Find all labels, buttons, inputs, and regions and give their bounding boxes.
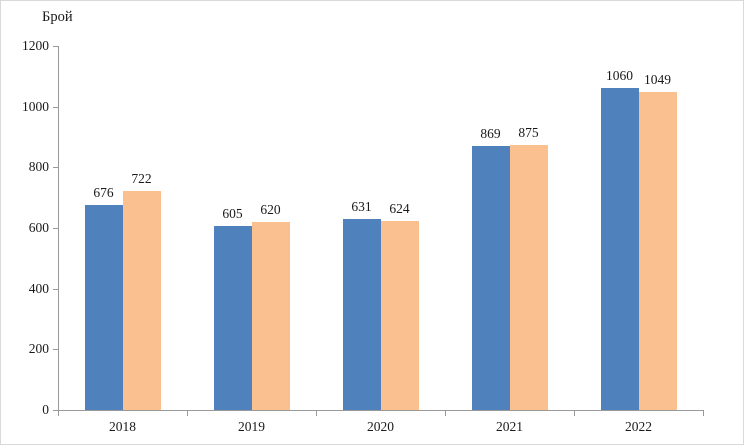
- bar-blue-2020: [342, 219, 381, 410]
- bar-orange-2018: [122, 191, 161, 410]
- y-tick-mark: [53, 288, 58, 290]
- y-tick-label: 600: [28, 220, 49, 235]
- x-tick-label: 2018: [109, 419, 136, 434]
- bar-value-label: 875: [518, 125, 539, 140]
- bar-value-label: 869: [480, 126, 501, 141]
- y-tick-mark: [53, 106, 58, 108]
- x-tick-label: 2019: [238, 419, 265, 434]
- bar-value-label: 1049: [644, 72, 671, 87]
- x-tick-mark: [58, 411, 59, 416]
- y-tick-mark: [53, 228, 58, 229]
- y-tick-mark: [53, 167, 58, 169]
- bar-blue-2022: [600, 88, 639, 410]
- y-tick-mark: [53, 349, 58, 351]
- bar-value-label: 631: [351, 199, 372, 214]
- bar-orange-2020: [380, 221, 419, 410]
- y-tick-label: 1000: [22, 98, 49, 114]
- bar-value-label: 620: [260, 202, 281, 217]
- y-tick-label: 0: [42, 402, 49, 417]
- bar-value-label: 676: [93, 185, 114, 200]
- bar-value-label: 1060: [606, 68, 633, 83]
- bar-value-label: 722: [131, 171, 152, 186]
- bar-blue-2021: [471, 146, 510, 410]
- x-tick-mark: [316, 411, 317, 416]
- y-tick-mark: [53, 46, 58, 47]
- bar-orange-2022: [638, 92, 677, 410]
- chart-axis-title: Брой: [42, 9, 73, 25]
- bar-orange-2021: [509, 145, 548, 410]
- y-tick-label: 400: [28, 280, 49, 296]
- bar-value-label: 624: [389, 201, 410, 216]
- y-tick-mark: [53, 410, 58, 411]
- x-tick-mark: [445, 411, 446, 416]
- bar-value-label: 605: [222, 206, 243, 221]
- x-tick-mark: [187, 411, 188, 416]
- x-tick-mark: [703, 411, 704, 416]
- x-tick-label: 2022: [625, 419, 652, 434]
- y-tick-label: 200: [28, 341, 49, 357]
- x-tick-mark: [574, 411, 575, 416]
- bar-orange-2019: [251, 222, 290, 410]
- x-axis-line: [58, 410, 704, 411]
- x-tick-label: 2020: [367, 419, 394, 434]
- bar-blue-2018: [84, 205, 123, 410]
- x-tick-label: 2021: [496, 419, 523, 434]
- bar-blue-2019: [213, 226, 252, 410]
- y-axis-line: [58, 46, 59, 410]
- y-tick-label: 800: [28, 159, 49, 175]
- y-tick-label: 1200: [22, 38, 49, 53]
